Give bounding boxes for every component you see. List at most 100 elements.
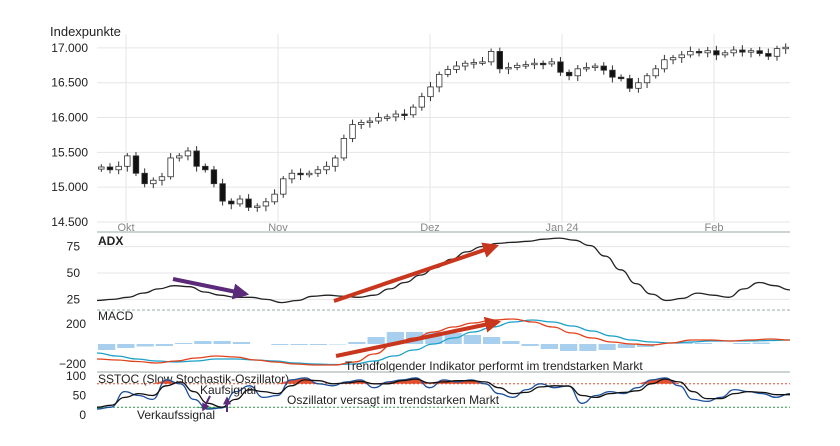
macd-histogram-bar <box>309 344 327 345</box>
macd-line <box>96 318 791 366</box>
candle-body <box>236 198 244 205</box>
candle-body <box>98 166 105 170</box>
candle-body <box>643 75 651 84</box>
adx-purple-arrow <box>172 277 250 300</box>
y-tick-label: 17.000 <box>51 41 88 55</box>
candle-body <box>332 157 339 167</box>
candle-body <box>721 52 729 56</box>
adx-y-tick-label: 75 <box>67 240 81 254</box>
macd-histogram-bar <box>136 344 154 347</box>
macd-histogram-bar <box>752 342 770 344</box>
candle-body <box>687 51 694 56</box>
candle-body <box>453 65 460 70</box>
adx-y-tick-label: 50 <box>67 266 81 280</box>
candle-body <box>782 46 789 50</box>
candle-body <box>565 71 573 77</box>
macd-histogram-bar <box>733 343 751 344</box>
macd-histogram-bar <box>637 344 655 347</box>
candle-body <box>652 68 659 77</box>
macd-histogram-bar <box>98 344 116 350</box>
candle-body <box>176 155 183 159</box>
sstoc-y-tick-label: 100 <box>66 369 86 383</box>
candle-body <box>487 51 495 63</box>
macd-histogram-bar <box>194 341 212 344</box>
candle-body <box>297 172 304 176</box>
macd-histogram-bar <box>579 344 597 351</box>
candle-body <box>591 65 599 68</box>
candle-body <box>678 54 685 59</box>
candle-body <box>765 53 772 57</box>
candle-body <box>713 50 720 56</box>
macd-histogram-bar <box>232 342 250 344</box>
candle-body <box>280 178 287 195</box>
y-tick-label: 14.500 <box>51 215 88 229</box>
candle-body <box>479 61 486 64</box>
candle-body <box>314 169 322 174</box>
candle-body <box>600 65 607 71</box>
candle-body <box>132 155 140 174</box>
candle-body <box>557 61 564 73</box>
candle-body <box>366 120 374 123</box>
candle-body <box>695 51 703 54</box>
y-tick-label: 15.500 <box>51 145 88 159</box>
candle-body <box>150 179 157 185</box>
candle-body <box>245 198 252 208</box>
candle-body <box>669 57 677 61</box>
macd-histogram-bar <box>175 343 193 344</box>
sell-signal-label: Verkaufssignal <box>137 408 215 422</box>
candle-body <box>288 172 296 180</box>
candle-body <box>115 165 122 171</box>
macd-histogram-bar <box>617 344 635 348</box>
x-tick-label: Feb <box>705 222 724 234</box>
sstoc-y-tick-label: 0 <box>79 408 86 422</box>
y-axis-unit-label: Indexpunkte <box>50 24 121 39</box>
candle-body <box>349 124 356 139</box>
osc-annotation: Oszillator versagt im trendstarken Markt <box>287 393 500 407</box>
macd-histogram-bar <box>463 335 481 344</box>
candle-body <box>505 67 512 70</box>
candle-body <box>219 183 226 202</box>
candle-body <box>193 150 200 167</box>
macd-histogram-bar <box>348 342 366 344</box>
candle-body <box>661 59 668 70</box>
candle-body <box>392 113 400 118</box>
candle-body <box>323 165 330 171</box>
sstoc-title: SSTOC (Slow Stochastik-Oszillator) <box>98 372 289 386</box>
candle-body <box>626 78 633 89</box>
candle-body <box>548 61 555 65</box>
overbought-fill <box>97 377 790 384</box>
y-tick-label: 16.500 <box>51 76 88 90</box>
macd-title: MACD <box>98 309 134 323</box>
candle-body <box>384 116 391 119</box>
candle-body <box>574 68 581 77</box>
x-tick-label: Okt <box>117 222 134 234</box>
macd-histogram-bar <box>367 337 385 344</box>
buy-signal-arrow <box>202 395 211 412</box>
candle-body <box>609 69 616 78</box>
candle-body <box>262 201 270 207</box>
macd-histogram-bar <box>155 344 173 346</box>
candle-body <box>202 165 209 171</box>
macd-histogram-bar <box>560 344 578 351</box>
candle-body <box>470 62 477 65</box>
macd-histogram-bar <box>213 341 231 344</box>
macd-y-tick-label: 200 <box>66 317 86 331</box>
candle-body <box>228 200 235 205</box>
y-tick-label: 16.000 <box>51 111 88 125</box>
candle-body <box>124 155 131 167</box>
candle-body <box>539 62 547 66</box>
macd-histogram-bar <box>521 344 539 346</box>
candle-body <box>739 49 746 53</box>
sstoc-k-line <box>96 377 791 410</box>
candle-body <box>513 64 521 68</box>
x-tick-label: Nov <box>268 222 288 234</box>
candle-body <box>158 176 166 181</box>
candle-body <box>271 193 278 203</box>
candle-body <box>704 50 711 54</box>
candle-body <box>401 113 408 116</box>
candle-body <box>435 73 443 88</box>
sstoc-d-line <box>96 378 790 408</box>
candle-body <box>106 166 114 171</box>
x-tick-label: Dez <box>420 222 440 234</box>
